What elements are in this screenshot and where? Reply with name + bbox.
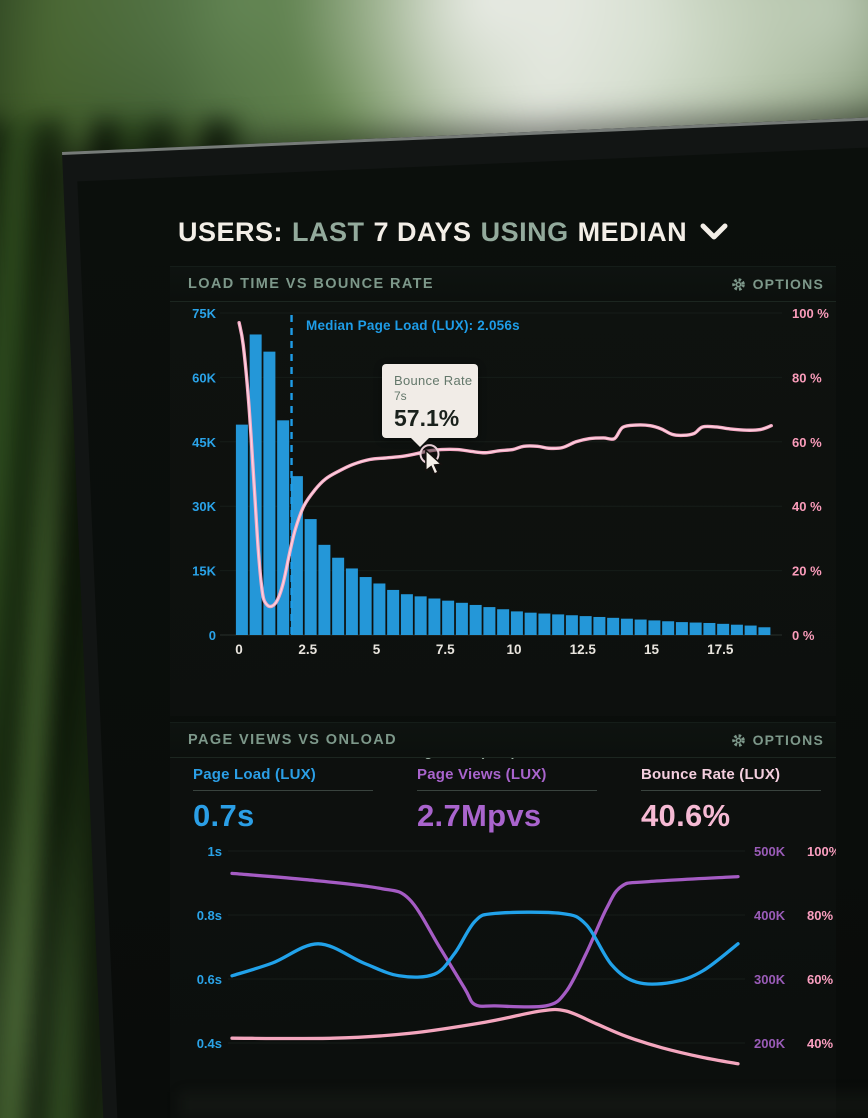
load-time-vs-bounce-rate-chart[interactable]: 75K 100 % 60K 80 % 45K 60 % 30K 40 % 15K 20 % 0 0 %… <box>170 302 836 667</box>
kpi-value: 0.7s <box>193 798 255 833</box>
users-range-selector[interactable]: USERS: LAST 7 DAYS USING MEDIAN <box>170 207 737 257</box>
kpi-row: Page Load (LUX) 0.7s Page Views (LUX) 2.… <box>170 766 836 834</box>
svg-text:5: 5 <box>373 642 381 657</box>
tooltip-x-value: 7s <box>394 389 407 403</box>
median-annotation: Median Page Load (LUX): 2.056s <box>306 318 520 333</box>
svg-text:1s: 1s <box>208 844 222 859</box>
svg-text:17.5: 17.5 <box>707 642 734 657</box>
svg-text:30K: 30K <box>192 499 216 514</box>
svg-text:0: 0 <box>209 628 216 643</box>
page-views-vs-onload-chart[interactable]: 1s 500K 100% 0.8s 400K 80% 0.6s 300K 60% 0.4s 200K… <box>170 840 836 1118</box>
panel2-options-button[interactable]: OPTIONS <box>725 728 830 752</box>
panel-page-views-vs-onload: PAGE VIEWS VS ONLOAD OPTIONS Page Load (… <box>170 722 836 1118</box>
svg-text:10: 10 <box>506 642 521 657</box>
kpi-label: Page Load (LUX) <box>193 766 373 791</box>
svg-text:60%: 60% <box>807 972 833 987</box>
panel1-options-label: OPTIONS <box>752 276 824 292</box>
panel1-options-button[interactable]: OPTIONS <box>725 272 830 296</box>
panel-load-time-vs-bounce-rate: LOAD TIME VS BOUNCE RATE OPTIONS 75K 100 … <box>170 266 836 759</box>
kpi-label: Bounce Rate (LUX) <box>641 766 821 791</box>
laptop-bottom-edge <box>180 1092 868 1118</box>
header-part: USERS: <box>178 216 284 247</box>
kpi-value: 2.7Mpvs <box>417 798 542 833</box>
svg-text:7.5: 7.5 <box>436 642 455 657</box>
panel2-title: PAGE VIEWS VS ONLOAD <box>188 732 398 748</box>
svg-text:0.8s: 0.8s <box>197 908 222 923</box>
bounce-rate-tooltip: Bounce Rate 7s 57.1% <box>382 364 478 447</box>
svg-text:100%: 100% <box>807 844 836 859</box>
panel2-titlebar: PAGE VIEWS VS ONLOAD OPTIONS <box>170 722 836 758</box>
tooltip-value: 57.1% <box>394 405 460 431</box>
gear-icon <box>731 277 746 292</box>
svg-text:15K: 15K <box>192 564 216 579</box>
svg-text:75K: 75K <box>192 306 216 321</box>
svg-text:0: 0 <box>235 642 243 657</box>
svg-text:45K: 45K <box>192 435 216 450</box>
svg-text:0.6s: 0.6s <box>197 972 222 987</box>
kpi-page-load: Page Load (LUX) 0.7s <box>193 766 373 834</box>
kpi-page-views: Page Views (LUX) 2.7Mpvs <box>417 766 597 834</box>
panel1-titlebar: LOAD TIME VS BOUNCE RATE OPTIONS <box>170 266 836 302</box>
svg-text:60K: 60K <box>192 370 216 385</box>
svg-text:2.5: 2.5 <box>298 642 317 657</box>
tooltip-title: Bounce Rate <box>394 373 473 388</box>
svg-text:80%: 80% <box>807 908 833 923</box>
svg-text:0 %: 0 % <box>792 628 815 643</box>
svg-text:500K: 500K <box>754 844 786 859</box>
header-part: LAST <box>292 216 365 247</box>
kpi-bounce-rate: Bounce Rate (LUX) 40.6% <box>641 766 821 834</box>
svg-text:80 %: 80 % <box>792 370 822 385</box>
gear-icon <box>731 733 746 748</box>
svg-text:0.4s: 0.4s <box>197 1036 222 1051</box>
svg-text:400K: 400K <box>754 908 786 923</box>
panel1-title: LOAD TIME VS BOUNCE RATE <box>188 276 435 292</box>
svg-text:15: 15 <box>644 642 660 657</box>
svg-text:300K: 300K <box>754 972 786 987</box>
svg-text:20 %: 20 % <box>792 564 822 579</box>
analytics-dashboard: USERS: LAST 7 DAYS USING MEDIAN LOAD TIM… <box>170 195 836 1118</box>
chevron-down-icon <box>700 223 728 241</box>
header-part: MEDIAN <box>577 216 688 247</box>
kpi-value: 40.6% <box>641 798 731 833</box>
kpi-label: Page Views (LUX) <box>417 766 597 791</box>
panel2-options-label: OPTIONS <box>752 732 824 748</box>
svg-text:200K: 200K <box>754 1036 786 1051</box>
svg-text:60 %: 60 % <box>792 435 822 450</box>
svg-text:40%: 40% <box>807 1036 833 1051</box>
svg-text:100 %: 100 % <box>792 306 829 321</box>
header-part: USING <box>480 216 569 247</box>
header-part: 7 DAYS <box>373 216 472 247</box>
mouse-cursor-icon <box>424 450 446 476</box>
svg-text:12.5: 12.5 <box>570 642 597 657</box>
svg-text:40 %: 40 % <box>792 499 822 514</box>
